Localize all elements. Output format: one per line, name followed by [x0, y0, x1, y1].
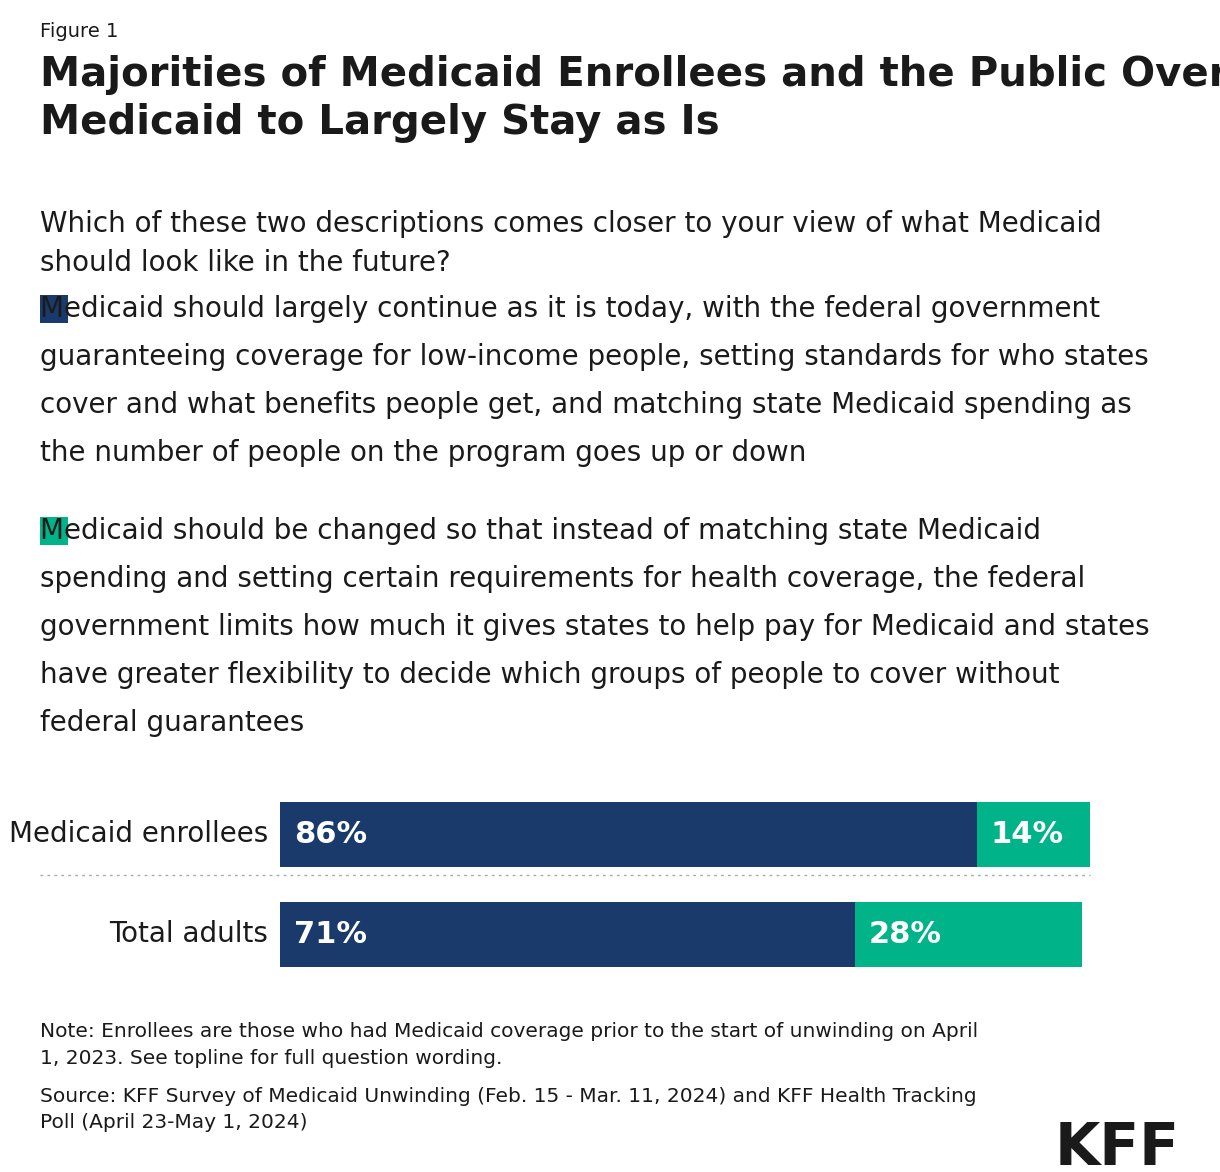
Text: Majorities of Medicaid Enrollees and the Public Overall Want
Medicaid to Largely: Majorities of Medicaid Enrollees and the…: [40, 55, 1220, 143]
Bar: [281, 802, 976, 867]
Text: federal guarantees: federal guarantees: [40, 709, 304, 737]
Text: Which of these two descriptions comes closer to your view of what Medicaid
shoul: Which of these two descriptions comes cl…: [40, 210, 1102, 277]
Text: cover and what benefits people get, and matching state Medicaid spending as: cover and what benefits people get, and …: [40, 391, 1132, 420]
Text: the number of people on the program goes up or down: the number of people on the program goes…: [40, 440, 806, 466]
Bar: [40, 517, 68, 545]
Text: 86%: 86%: [294, 820, 367, 849]
Text: 14%: 14%: [991, 820, 1064, 849]
Bar: [976, 802, 1089, 867]
Text: Source: KFF Survey of Medicaid Unwinding (Feb. 15 - Mar. 11, 2024) and KFF Healt: Source: KFF Survey of Medicaid Unwinding…: [40, 1086, 977, 1132]
Bar: [40, 295, 68, 323]
Text: Total adults: Total adults: [109, 920, 268, 948]
Text: Medicaid enrollees: Medicaid enrollees: [9, 820, 268, 849]
Text: guaranteeing coverage for low-income people, setting standards for who states: guaranteeing coverage for low-income peo…: [40, 343, 1149, 372]
Text: government limits how much it gives states to help pay for Medicaid and states: government limits how much it gives stat…: [40, 613, 1149, 641]
Text: spending and setting certain requirements for health coverage, the federal: spending and setting certain requirement…: [40, 565, 1086, 593]
Text: Medicaid should largely continue as it is today, with the federal government: Medicaid should largely continue as it i…: [40, 295, 1100, 323]
Text: KFF: KFF: [1055, 1120, 1180, 1172]
Text: Medicaid should be changed so that instead of matching state Medicaid: Medicaid should be changed so that inste…: [40, 517, 1041, 545]
Text: Figure 1: Figure 1: [40, 22, 118, 41]
Bar: [855, 902, 1082, 967]
Text: 28%: 28%: [869, 920, 942, 949]
Text: Note: Enrollees are those who had Medicaid coverage prior to the start of unwind: Note: Enrollees are those who had Medica…: [40, 1022, 978, 1068]
Text: have greater flexibility to decide which groups of people to cover without: have greater flexibility to decide which…: [40, 661, 1059, 689]
Bar: [281, 902, 855, 967]
Text: 71%: 71%: [294, 920, 367, 949]
